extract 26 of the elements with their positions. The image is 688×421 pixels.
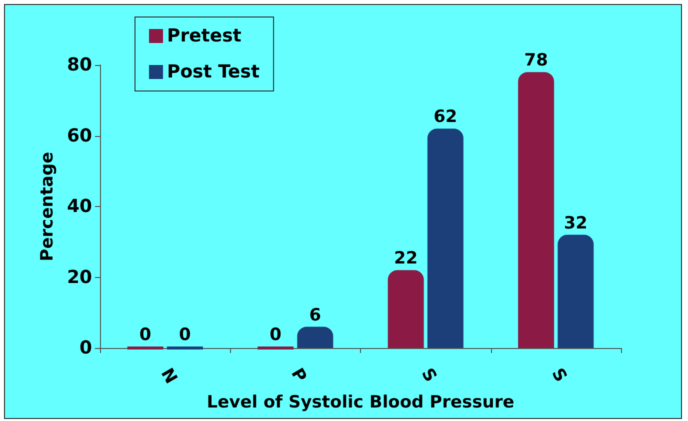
- data-label: 0: [139, 325, 152, 345]
- x-axis-title: Level of Systolic Blood Pressure: [206, 392, 514, 413]
- y-tick-label: 40: [66, 196, 92, 217]
- data-label: 22: [394, 248, 418, 269]
- y-tick-label: 80: [66, 54, 92, 76]
- data-label: 32: [564, 213, 588, 234]
- x-tick-label: N: [156, 365, 181, 388]
- bar: [297, 326, 334, 348]
- legend-label: Post Test: [167, 62, 260, 82]
- y-axis-title: Percentage: [38, 152, 58, 262]
- data-label: 78: [524, 50, 548, 71]
- bar: [558, 234, 594, 348]
- bar: [518, 72, 554, 348]
- x-tick-label: S: [547, 365, 571, 386]
- data-label: 62: [434, 107, 458, 128]
- legend-label: Pretest: [167, 26, 242, 46]
- y-tick-label: 20: [66, 266, 92, 288]
- bar: [427, 128, 464, 348]
- y-tick-label: 0: [79, 338, 92, 358]
- bar: [388, 270, 424, 348]
- data-label: 0: [270, 325, 282, 345]
- y-tick-label: 60: [66, 125, 92, 146]
- data-label: 0: [179, 325, 192, 345]
- x-tick-label: P: [286, 365, 310, 386]
- data-label: 6: [309, 305, 322, 326]
- x-tick-label: S: [416, 365, 440, 386]
